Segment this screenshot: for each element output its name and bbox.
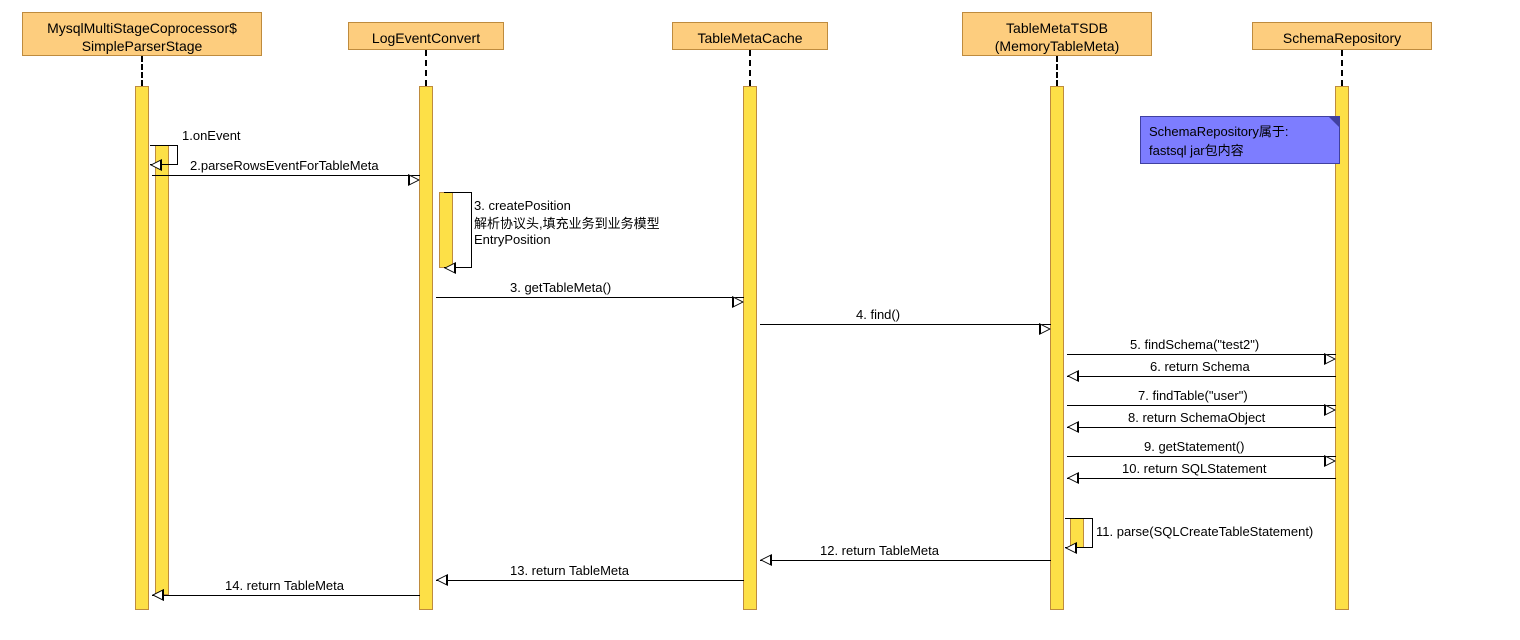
message-line (152, 595, 420, 596)
message-label: 9. getStatement() (1144, 439, 1244, 454)
message-line (152, 175, 420, 176)
arrow-icon (1326, 456, 1336, 466)
message-line (1067, 456, 1336, 457)
lifeline (1056, 56, 1058, 86)
participant-p2: LogEventConvert (348, 22, 504, 50)
self-message (444, 192, 472, 268)
activation-bar (155, 145, 169, 595)
participant-p1: MysqlMultiStageCoprocessor$SimpleParserS… (22, 12, 262, 56)
message-label: 6. return Schema (1150, 359, 1250, 374)
message-label: 8. return SchemaObject (1128, 410, 1265, 425)
message-label: 4. find() (856, 307, 900, 322)
arrow-icon (1041, 324, 1051, 334)
message-line (436, 297, 744, 298)
lifeline (141, 56, 143, 86)
message-label: 14. return TableMeta (225, 578, 344, 593)
message-line (760, 324, 1051, 325)
lifeline (1341, 50, 1343, 86)
participant-p3: TableMetaCache (672, 22, 828, 50)
message-line (1067, 354, 1336, 355)
message-label: 1.onEvent (182, 128, 241, 143)
arrow-icon (1326, 354, 1336, 364)
message-label: 5. findSchema("test2") (1130, 337, 1259, 352)
message-label: 3. createPosition解析协议头,填充业务到业务模型EntryPos… (474, 198, 660, 247)
message-line (1067, 405, 1336, 406)
lifeline (425, 50, 427, 86)
participant-p5: SchemaRepository (1252, 22, 1432, 50)
message-label: 11. parse(SQLCreateTableStatement) (1096, 524, 1313, 539)
arrow-icon (734, 297, 744, 307)
participant-p4: TableMetaTSDB(MemoryTableMeta) (962, 12, 1152, 56)
message-line (1067, 376, 1336, 377)
arrow-icon (1326, 405, 1336, 415)
activation-bar (419, 86, 433, 610)
activation-bar (1050, 86, 1064, 610)
message-label: 12. return TableMeta (820, 543, 939, 558)
message-line (760, 560, 1051, 561)
message-line (1067, 427, 1336, 428)
lifeline (749, 50, 751, 86)
note: SchemaRepository属于:fastsql jar包内容 (1140, 116, 1340, 164)
activation-bar (135, 86, 149, 610)
arrow-icon (410, 175, 420, 185)
message-label: 13. return TableMeta (510, 563, 629, 578)
message-label: 10. return SQLStatement (1122, 461, 1267, 476)
message-label: 7. findTable("user") (1138, 388, 1248, 403)
message-line (436, 580, 744, 581)
message-line (1067, 478, 1336, 479)
activation-bar (1335, 86, 1349, 610)
message-label: 3. getTableMeta() (510, 280, 611, 295)
activation-bar (743, 86, 757, 610)
message-label: 2.parseRowsEventForTableMeta (190, 158, 379, 173)
